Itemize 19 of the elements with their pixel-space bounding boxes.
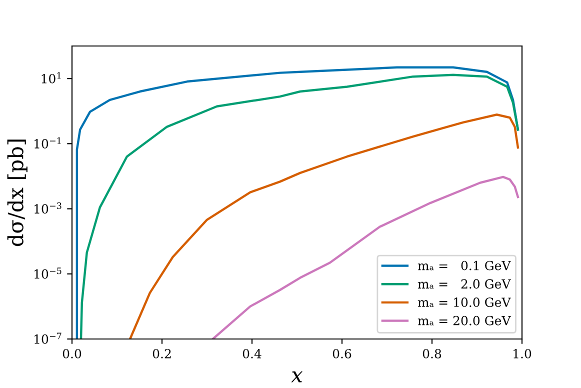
legend-label: mₐ = 0.1 GeV	[418, 260, 511, 270]
x-tick-label: 1.0	[514, 348, 532, 358]
x-axis-title: x	[291, 371, 303, 382]
x-tick-label: 0.8	[422, 348, 442, 358]
x-tick-label: 0.4	[242, 348, 262, 358]
y-tick-label: 10$^{−1}$	[34, 137, 61, 149]
y-tick-label: 10$^{−5}$	[34, 268, 62, 279]
legend-label: mₐ = 20.0 GeV	[418, 316, 511, 326]
y-tick-label: 10$^{1}$	[42, 72, 61, 84]
line-series	[128, 114, 520, 339]
y-axis-title: dσ/dx [pb]	[7, 140, 28, 246]
y-tick-label: 10$^{−3}$	[34, 202, 62, 214]
line-series	[212, 176, 520, 339]
legend-label: mₐ = 10.0 GeV	[418, 298, 511, 307]
legend-label: mₐ = 2.0 GeV	[418, 279, 511, 289]
y-tick-label: 10$^{−7}$	[34, 332, 62, 344]
x-tick-label: 0.6	[332, 348, 352, 358]
x-tick-label: 0.0	[62, 348, 82, 358]
x-tick-label: 0.2	[152, 348, 171, 358]
